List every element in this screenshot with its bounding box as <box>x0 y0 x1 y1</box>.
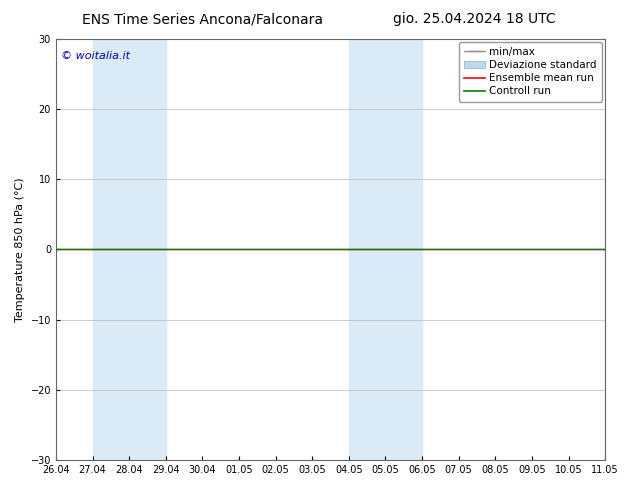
Bar <box>605 39 634 460</box>
Bar <box>93 39 165 460</box>
Text: gio. 25.04.2024 18 UTC: gio. 25.04.2024 18 UTC <box>393 12 556 26</box>
Legend: min/max, Deviazione standard, Ensemble mean run, Controll run: min/max, Deviazione standard, Ensemble m… <box>459 42 602 101</box>
Bar <box>349 39 422 460</box>
Y-axis label: Temperature 850 hPa (°C): Temperature 850 hPa (°C) <box>15 177 25 321</box>
Text: ENS Time Series Ancona/Falconara: ENS Time Series Ancona/Falconara <box>82 12 323 26</box>
Text: © woitalia.it: © woitalia.it <box>61 51 131 61</box>
